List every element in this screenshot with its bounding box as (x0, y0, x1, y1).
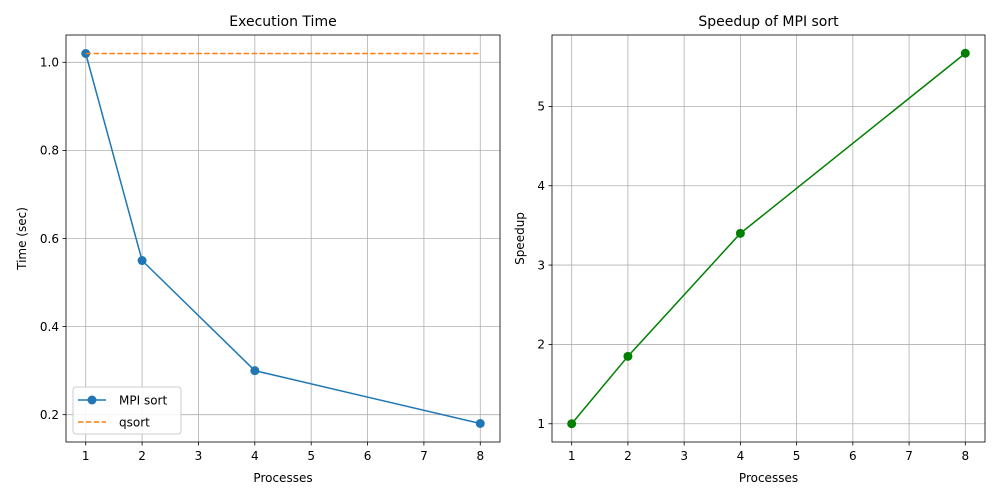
series-line-1 (85, 53, 481, 425)
x-tick-label: 6 (849, 449, 857, 463)
x-tick-label: 5 (307, 449, 315, 463)
x-tick-label: 3 (680, 449, 688, 463)
data-point (623, 351, 633, 361)
x-tick-label: 2 (138, 449, 146, 463)
y-tick-label: 2 (537, 338, 545, 352)
y-tick-label: 1 (537, 417, 545, 431)
legend: MPI sort qsort (72, 386, 182, 435)
y-tick-label: 0.6 (40, 232, 59, 246)
y-tick-label: 0.2 (40, 408, 59, 422)
x-tick-label: 8 (961, 449, 969, 463)
x-tick-label: 1 (82, 449, 90, 463)
chart-2: 1 2 3 4 5 6 7 8 1 2 3 4 5 Speedup of MPI sort Processe… (513, 14, 986, 485)
y-tick-label: 0.4 (40, 320, 59, 334)
axes-frame (551, 34, 986, 443)
x-tick-label: 7 (905, 449, 913, 463)
y-tick-label: 4 (537, 179, 545, 193)
data-point (81, 49, 91, 58)
y-axis-label: Time (sec) (15, 207, 29, 271)
legend-label: qsort (119, 415, 150, 429)
data-point (567, 419, 577, 429)
y-tick-label: 1.0 (40, 56, 59, 70)
x-tick-label: 1 (568, 449, 576, 463)
legend-marker (87, 395, 97, 405)
x-tick-label: 3 (195, 449, 203, 463)
x-tick-label: 8 (476, 449, 484, 463)
data-point (250, 366, 260, 376)
y-tick-label: 0.8 (40, 144, 59, 158)
data-point (960, 48, 970, 58)
x-tick-label: 7 (420, 449, 428, 463)
x-tick-label: 6 (364, 449, 372, 463)
chart-1: 1 2 3 4 5 6 7 8 0.2 0.4 0.6 0.8 1.0 Execution Time Pro… (15, 14, 501, 485)
x-axis-label: Processes (253, 471, 312, 485)
y-axis-label: Speedup (513, 212, 527, 265)
series-line-1 (571, 52, 966, 425)
data-point (735, 228, 745, 238)
chart-title: Execution Time (229, 14, 336, 30)
x-tick-label: 4 (251, 449, 259, 463)
x-tick-label: 5 (793, 449, 801, 463)
x-tick-label: 2 (624, 449, 632, 463)
y-tick-label: 3 (537, 258, 545, 272)
legend-box (72, 386, 182, 435)
data-point (137, 256, 147, 266)
chart-title: Speedup of MPI sort (698, 14, 839, 30)
data-point (475, 419, 485, 428)
legend-label: MPI sort (119, 393, 167, 407)
x-axis-label: Processes (739, 471, 798, 485)
x-tick-label: 4 (737, 449, 745, 463)
y-tick-label: 5 (537, 100, 545, 114)
